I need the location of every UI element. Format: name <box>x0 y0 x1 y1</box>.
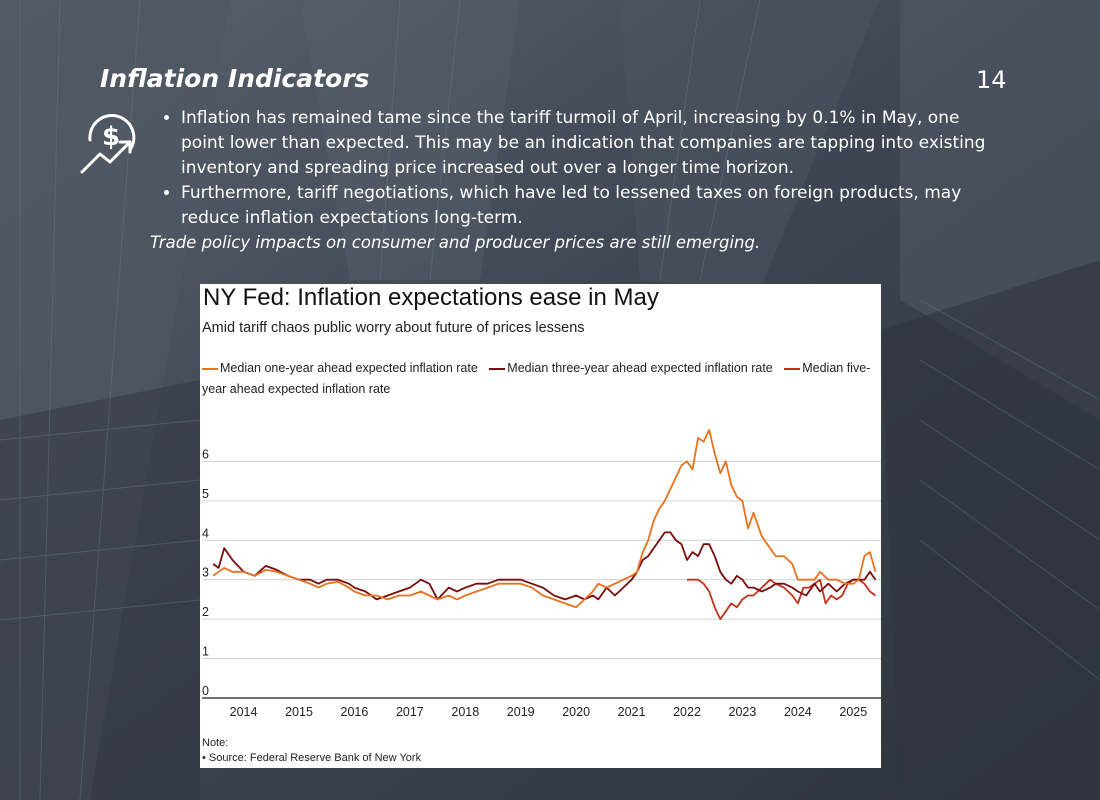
y-tick-label: 4 <box>202 526 209 540</box>
x-tick-label: 2021 <box>618 705 646 719</box>
legend-swatch <box>202 367 218 370</box>
chart-note: Note: • Source: Federal Reserve Bank of … <box>202 736 421 766</box>
x-tick-label: 2019 <box>507 705 535 719</box>
chart-subtitle: Amid tariff chaos public worry about fut… <box>202 320 585 336</box>
x-tick-label: 2016 <box>341 705 369 719</box>
x-tick-label: 2023 <box>729 705 757 719</box>
x-tick-label: 2022 <box>673 705 701 719</box>
legend-item-one-year: Median one-year ahead expected inflation… <box>202 361 478 375</box>
x-tick-label: 2024 <box>784 705 812 719</box>
dollar-growth-icon: $ <box>80 114 136 174</box>
x-tick-label: 2015 <box>285 705 313 719</box>
x-tick-label: 2017 <box>396 705 424 719</box>
y-tick-label: 6 <box>202 447 209 461</box>
y-tick-label: 3 <box>202 566 209 580</box>
bullet-item: Inflation has remained tame since the ta… <box>181 106 1001 181</box>
legend-item-five-year: Median five-year ahead expected inflatio… <box>202 361 870 396</box>
legend-swatch <box>784 367 801 370</box>
x-tick-label: 2020 <box>562 705 590 719</box>
series-line-one-year <box>212 429 877 609</box>
series-line-five-year <box>687 578 877 620</box>
chart-title: NY Fed: Inflation expectations ease in M… <box>203 284 659 311</box>
x-tick-label: 2025 <box>839 705 867 719</box>
svg-text:$: $ <box>102 122 120 152</box>
x-tick-label: 2014 <box>230 705 258 719</box>
bullet-item: Furthermore, tariff negotiations, which … <box>181 181 1001 231</box>
slide-note: Trade policy impacts on consumer and pro… <box>150 233 761 252</box>
legend-label: Median one-year ahead expected inflation… <box>220 361 478 375</box>
legend-label: Median five-year ahead expected inflatio… <box>202 361 871 396</box>
source-text: • Source: Federal Reserve Bank of New Yo… <box>202 752 422 764</box>
page-number: 14 <box>976 66 1007 94</box>
chart-legend: Median one-year ahead expected inflation… <box>202 358 880 400</box>
y-tick-label: 1 <box>202 645 209 659</box>
slide-title: Inflation Indicators <box>100 64 370 93</box>
legend-label: Median three-year ahead expected inflati… <box>507 361 773 375</box>
legend-swatch <box>489 367 506 370</box>
y-tick-label: 5 <box>202 487 209 501</box>
legend-item-three-year: Median three-year ahead expected inflati… <box>489 361 773 375</box>
bullet-list: Inflation has remained tame since the ta… <box>160 106 1001 231</box>
x-tick-label: 2018 <box>451 705 479 719</box>
series-line-three-year <box>212 531 877 601</box>
line-chart: 0 1 2 3 4 5 6 2014 2015 2016 2017 2018 2019 2020 2021 2… <box>202 429 881 719</box>
y-tick-label: 2 <box>202 605 209 619</box>
y-tick-label: 0 <box>202 684 209 698</box>
note-label: Note: <box>202 737 229 749</box>
chart-panel: 0 1 2 3 4 5 6 2014 2015 2016 2017 2018 2019 2020 2021 2… <box>200 284 881 768</box>
